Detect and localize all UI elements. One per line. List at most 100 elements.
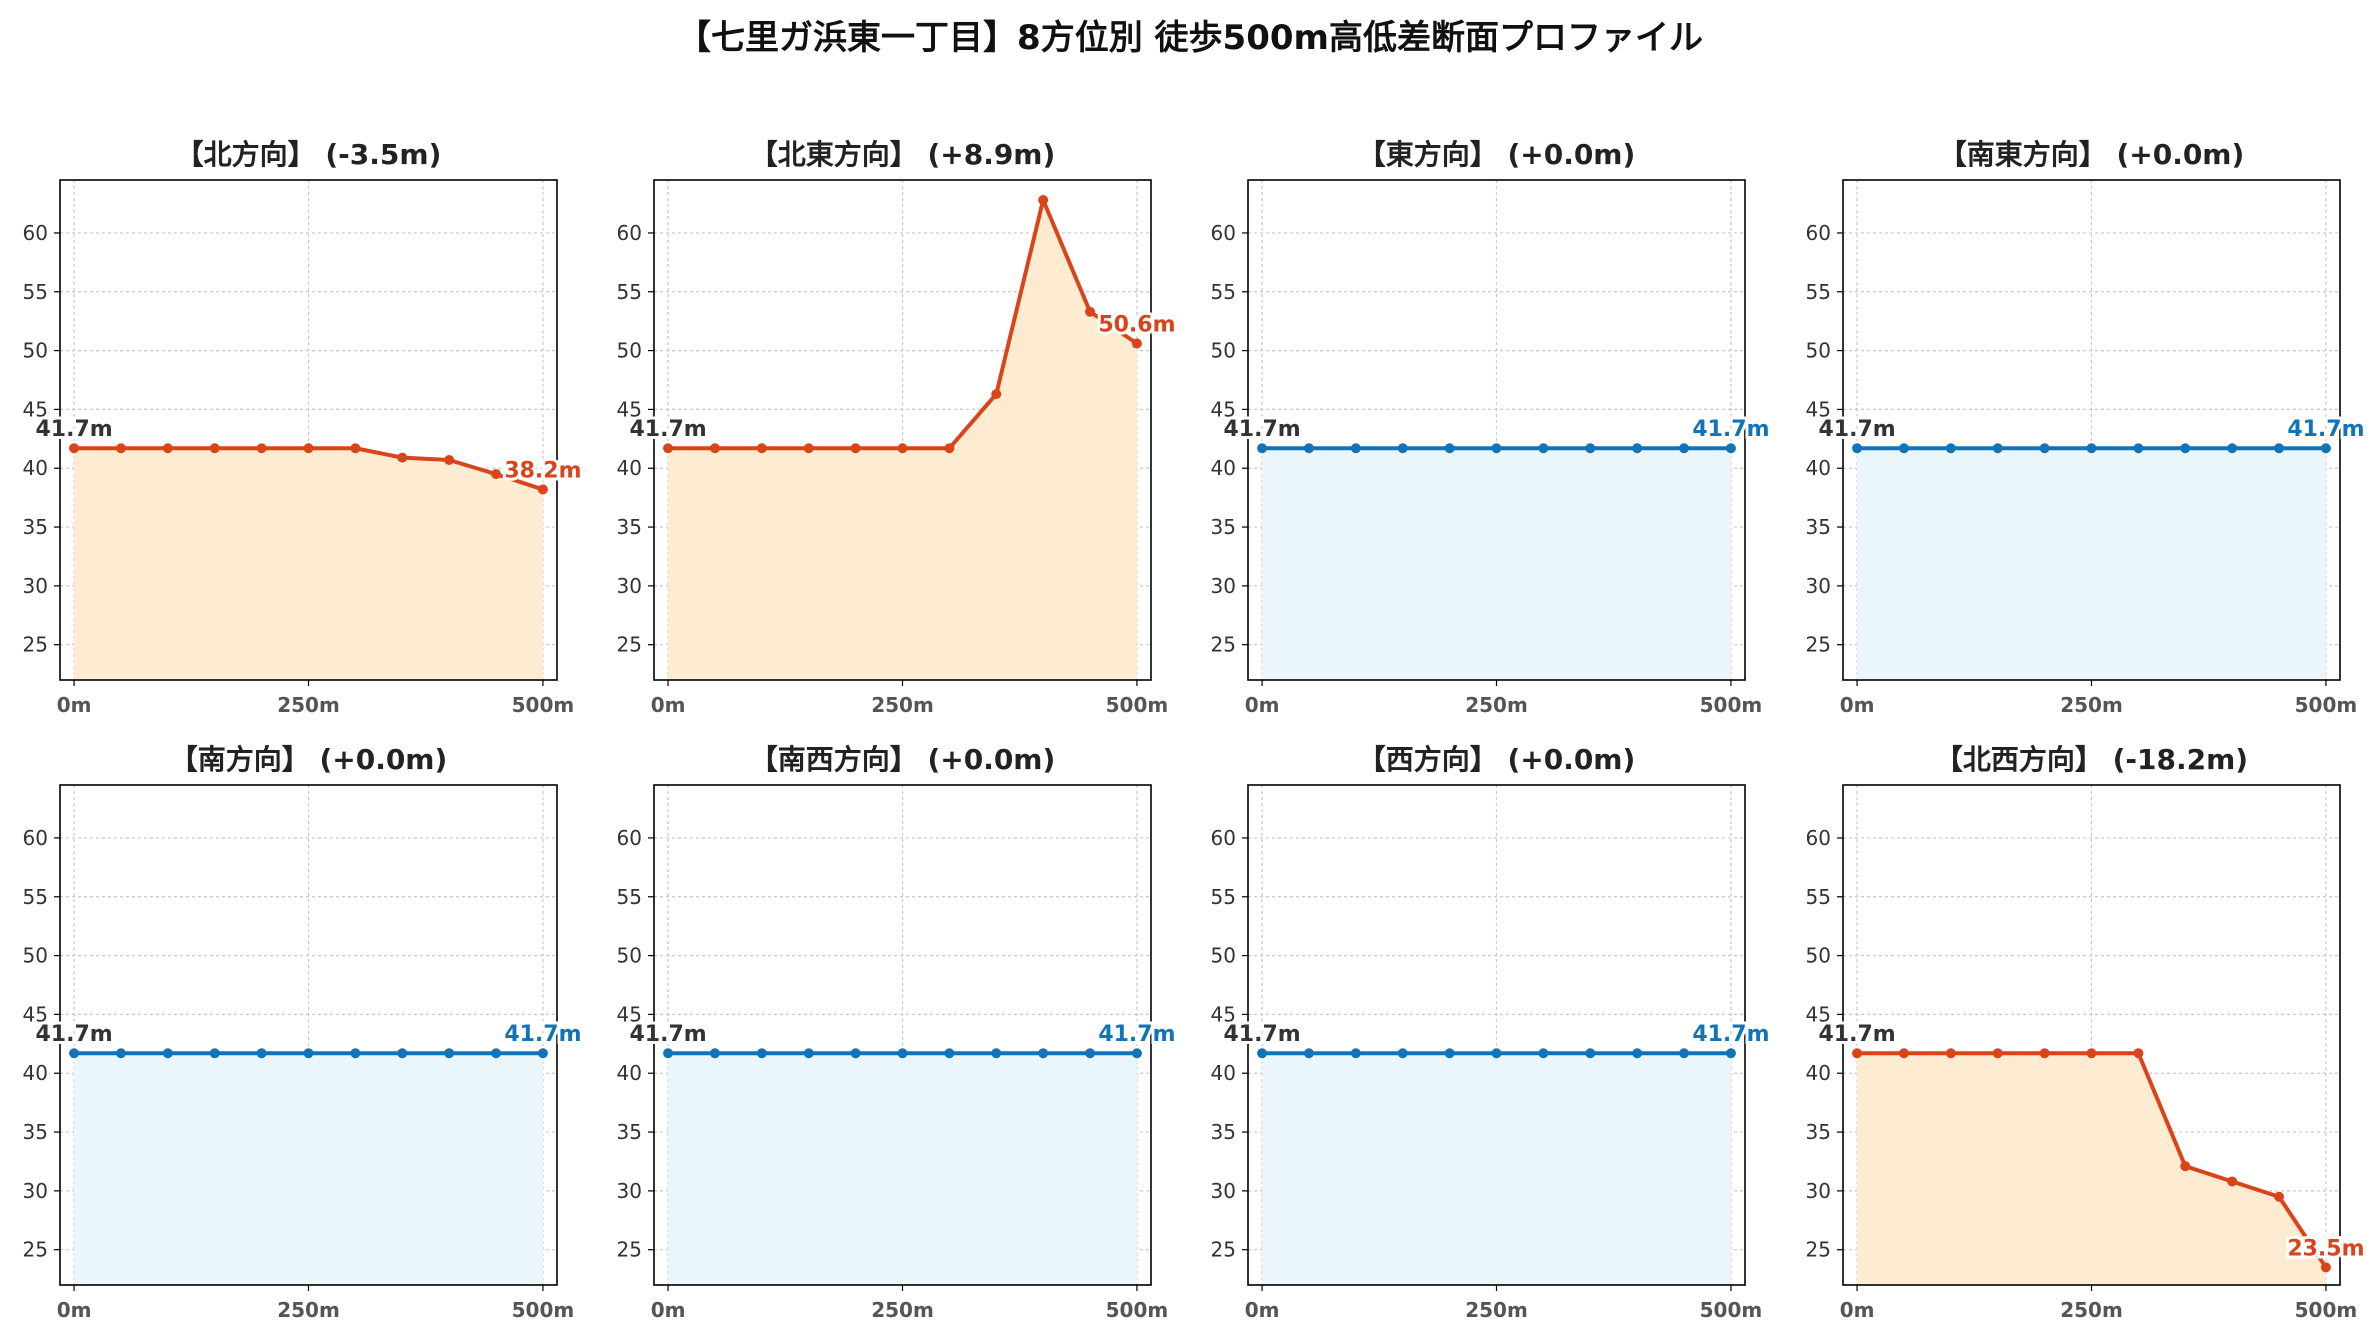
data-point xyxy=(1585,443,1596,454)
x-tick-label: 250m xyxy=(277,1298,340,1322)
x-tick-label: 250m xyxy=(1465,1298,1528,1322)
x-tick-label: 500m xyxy=(512,693,575,717)
y-tick-label: 55 xyxy=(1211,885,1236,909)
page-title: 【七里ガ浜東一丁目】8方位別 徒歩500m高低差断面プロファイル xyxy=(677,18,1703,58)
y-tick-label: 55 xyxy=(23,885,48,909)
x-tick-label: 0m xyxy=(651,693,686,717)
y-tick-label: 40 xyxy=(617,456,642,480)
area-fill xyxy=(1262,1053,1731,1285)
chart-title: 【北方向】 (-3.5m) xyxy=(176,138,442,171)
end-value-label: 41.7m xyxy=(2287,417,2364,442)
data-point xyxy=(1632,1048,1643,1059)
y-tick-label: 40 xyxy=(1211,1061,1236,1085)
start-value-label: 41.7m xyxy=(35,417,112,442)
data-point xyxy=(2227,443,2238,454)
data-point xyxy=(1992,443,2003,454)
y-tick-label: 50 xyxy=(617,339,642,363)
data-point xyxy=(1444,443,1455,454)
x-tick-label: 0m xyxy=(57,693,92,717)
chart-title: 【北西方向】 (-18.2m) xyxy=(1935,743,2248,776)
x-tick-label: 500m xyxy=(2295,1298,2358,1322)
y-tick-label: 45 xyxy=(1211,1002,1236,1026)
y-tick-label: 55 xyxy=(617,280,642,304)
data-point xyxy=(491,469,502,480)
chart-panel: 【南西方向】 (+0.0m) 25 30 35 40 45 50 55 60 0m 250m 500m… xyxy=(594,725,1188,1325)
start-value-label: 41.7m xyxy=(35,1022,112,1047)
data-point xyxy=(397,1048,408,1059)
data-point xyxy=(1898,443,1909,454)
data-point xyxy=(303,1048,314,1059)
y-tick-label: 30 xyxy=(1211,574,1236,598)
chart-title: 【西方向】 (+0.0m) xyxy=(1358,743,1636,776)
area-fill xyxy=(668,200,1137,680)
data-point xyxy=(256,443,267,454)
data-point xyxy=(1131,338,1142,349)
chart-panel: 【南東方向】 (+0.0m) 25 30 35 40 45 50 55 60 0m 250m 500m… xyxy=(1783,120,2377,720)
plot-group: 【南東方向】 (+0.0m) 25 30 35 40 45 50 55 60 0m 250m 500m… xyxy=(1806,138,2368,717)
plot-group: 【北西方向】 (-18.2m) 25 30 35 40 45 50 55 60 0m 250m 500… xyxy=(1806,743,2368,1322)
y-tick-label: 60 xyxy=(23,826,48,850)
y-tick-label: 55 xyxy=(23,280,48,304)
plot-group: 【西方向】 (+0.0m) 25 30 35 40 45 50 55 60 0m 250m 500m 4… xyxy=(1211,743,1773,1322)
data-point xyxy=(162,1048,173,1059)
y-tick-label: 40 xyxy=(617,1061,642,1085)
x-tick-label: 500m xyxy=(1106,1298,1169,1322)
data-point xyxy=(350,1048,361,1059)
data-point xyxy=(1038,1048,1049,1059)
plot-group: 【南西方向】 (+0.0m) 25 30 35 40 45 50 55 60 0m 250m 500m… xyxy=(617,743,1179,1322)
data-point xyxy=(1303,1048,1314,1059)
data-point xyxy=(1632,443,1643,454)
y-tick-label: 30 xyxy=(1806,1179,1831,1203)
data-point xyxy=(1852,443,1863,454)
chart-panel: 【北西方向】 (-18.2m) 25 30 35 40 45 50 55 60 0m 250m 500… xyxy=(1783,725,2377,1325)
data-point xyxy=(1585,1048,1596,1059)
data-point xyxy=(1538,1048,1549,1059)
data-point xyxy=(1085,306,1096,317)
chart-svg: 【南東方向】 (+0.0m) 25 30 35 40 45 50 55 60 0m 250m 500m… xyxy=(1806,138,2368,717)
data-point xyxy=(2133,443,2144,454)
data-point xyxy=(162,443,173,454)
data-point xyxy=(897,443,908,454)
y-tick-label: 25 xyxy=(617,633,642,657)
y-tick-label: 35 xyxy=(1211,515,1236,539)
y-tick-label: 35 xyxy=(1806,1120,1831,1144)
data-point xyxy=(1898,1048,1909,1059)
data-point xyxy=(850,1048,861,1059)
data-point xyxy=(69,443,80,454)
data-point xyxy=(1992,1048,2003,1059)
data-point xyxy=(991,1048,1002,1059)
x-tick-label: 500m xyxy=(512,1298,575,1322)
chart-panel: 【北方向】 (-3.5m) 25 30 35 40 45 50 55 60 0m 250m 500m 4… xyxy=(0,120,594,720)
data-point xyxy=(1679,1048,1690,1059)
data-point xyxy=(115,1048,126,1059)
y-tick-label: 45 xyxy=(1806,397,1831,421)
data-point xyxy=(1945,443,1956,454)
x-tick-label: 500m xyxy=(1700,1298,1763,1322)
data-point xyxy=(444,455,455,465)
chart-svg: 【南方向】 (+0.0m) 25 30 35 40 45 50 55 60 0m 250m 500m 4… xyxy=(23,743,585,1322)
data-point xyxy=(209,1048,220,1059)
data-point xyxy=(1491,1048,1502,1059)
end-value-label: 41.7m xyxy=(1098,1022,1175,1047)
data-point xyxy=(1945,1048,1956,1059)
data-point xyxy=(1725,1048,1736,1059)
y-tick-label: 30 xyxy=(1806,574,1831,598)
data-point xyxy=(209,443,220,454)
y-tick-label: 50 xyxy=(1211,339,1236,363)
start-value-label: 41.7m xyxy=(629,417,706,442)
y-tick-label: 45 xyxy=(23,397,48,421)
y-tick-label: 50 xyxy=(617,944,642,968)
y-tick-label: 35 xyxy=(23,1120,48,1144)
data-point xyxy=(803,443,814,454)
data-point xyxy=(2086,1048,2097,1059)
chart-svg: 【北西方向】 (-18.2m) 25 30 35 40 45 50 55 60 0m 250m 500… xyxy=(1806,743,2368,1322)
data-point xyxy=(537,1048,548,1059)
end-value-label: 41.7m xyxy=(1692,417,1769,442)
y-tick-label: 35 xyxy=(23,515,48,539)
data-point xyxy=(944,1048,955,1059)
data-point xyxy=(115,443,126,454)
data-point xyxy=(2320,1262,2331,1273)
data-point xyxy=(69,1048,80,1059)
x-tick-label: 0m xyxy=(57,1298,92,1322)
end-value-label: 41.7m xyxy=(1692,1022,1769,1047)
